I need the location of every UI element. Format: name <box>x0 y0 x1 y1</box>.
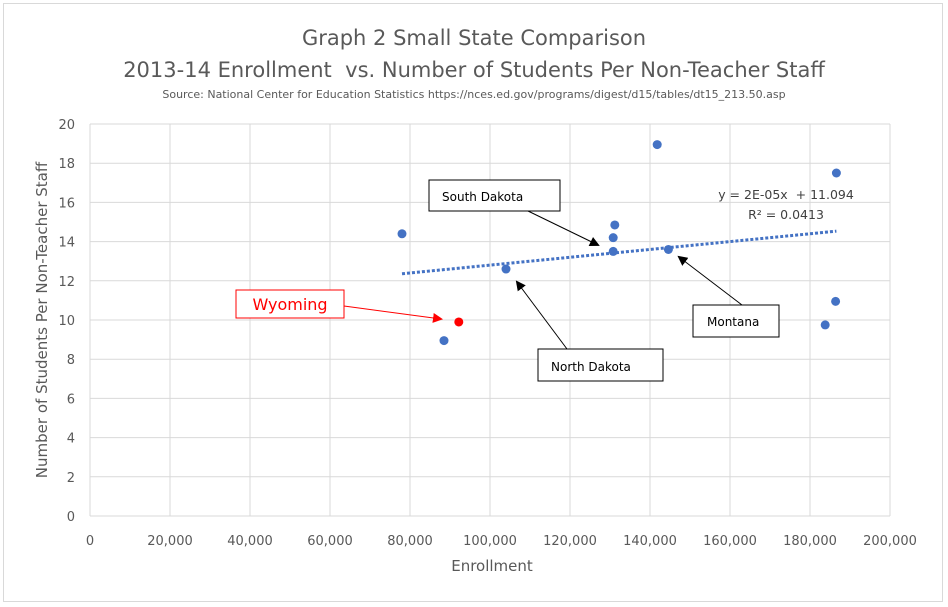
y-tick-label: 18 <box>58 157 75 172</box>
y-tick-label: 4 <box>67 432 75 447</box>
y-tick-label: 14 <box>58 236 75 251</box>
data-point <box>831 168 841 178</box>
x-tick-label: 0 <box>86 534 94 549</box>
callout-montana-label: Montana <box>707 315 759 329</box>
callout-south-dakota-arrow <box>527 210 600 247</box>
y-tick-label: 12 <box>58 275 75 290</box>
data-point <box>608 233 618 243</box>
data-point <box>831 296 841 306</box>
x-tick-label: 80,000 <box>387 534 433 549</box>
chart-frame <box>3 3 943 602</box>
trendline-r-squared: R² = 0.0413 <box>748 207 824 222</box>
trendline <box>401 229 837 276</box>
data-point <box>439 336 449 346</box>
data-point <box>608 246 618 256</box>
x-tick-label: 40,000 <box>227 534 273 549</box>
gridlines <box>89 123 891 517</box>
chart-title: Graph 2 Small State Comparison <box>302 26 646 50</box>
data-point <box>454 317 464 327</box>
x-tick-label: 20,000 <box>147 534 193 549</box>
callout-north-dakota-label: North Dakota <box>551 360 631 374</box>
callout-north-dakota: North Dakota <box>515 280 664 382</box>
x-tick-label: 160,000 <box>703 534 757 549</box>
callout-wyoming-label: Wyoming <box>252 295 327 314</box>
callout-south-dakota-label: South Dakota <box>442 190 523 204</box>
x-tick-label: 60,000 <box>307 534 353 549</box>
data-point <box>652 140 662 150</box>
chart-source: Source: National Center for Education St… <box>162 88 785 101</box>
data-point <box>501 264 511 274</box>
callout-montana-arrow <box>677 255 743 306</box>
data-point <box>610 220 620 230</box>
x-tick-label: 120,000 <box>543 534 597 549</box>
y-tick-label: 8 <box>67 353 75 368</box>
callout-north-dakota-arrow <box>515 280 568 350</box>
x-tick-label: 200,000 <box>863 534 917 549</box>
y-tick-label: 6 <box>67 392 75 407</box>
data-point <box>820 320 830 330</box>
callout-wyoming-arrow <box>343 305 443 323</box>
data-point <box>663 244 673 254</box>
y-tick-label: 0 <box>67 510 75 525</box>
data-point <box>397 229 407 239</box>
x-tick-label: 140,000 <box>623 534 677 549</box>
x-tick-label: 180,000 <box>783 534 837 549</box>
callout-south-dakota: South Dakota <box>428 179 600 247</box>
y-tick-label: 16 <box>58 196 75 211</box>
callout-wyoming: Wyoming <box>235 289 443 323</box>
callout-montana: Montana <box>677 255 780 338</box>
x-axis-title: Enrollment <box>451 557 533 575</box>
y-axis-tick-labels: 0 2 4 6 8 10 12 14 16 18 20 <box>58 118 75 525</box>
chart-subtitle: 2013-14 Enrollment vs. Number of Student… <box>123 58 825 82</box>
trendline-equation: y = 2E-05x + 11.094 <box>718 187 854 202</box>
y-tick-label: 2 <box>67 471 75 486</box>
x-tick-label: 100,000 <box>463 534 517 549</box>
x-axis-tick-labels: 0 20,000 40,000 60,000 80,000 100,000 120,000 1… <box>86 534 917 549</box>
y-axis-title: Number of Students Per Non-Teacher Staff <box>33 161 51 478</box>
y-tick-label: 10 <box>58 314 75 329</box>
data-points <box>397 140 841 346</box>
y-tick-label: 20 <box>58 118 75 133</box>
